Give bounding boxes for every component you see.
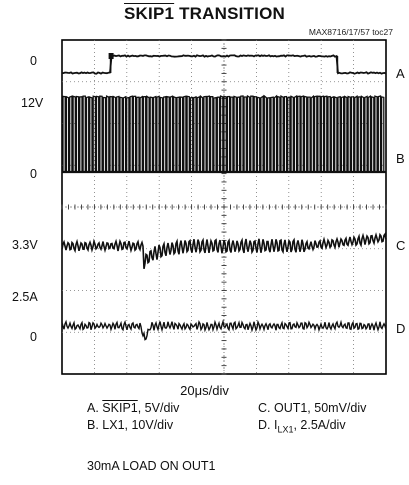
channel-label-b: B	[396, 151, 405, 166]
y-label-c-3v3: 3.3V	[12, 238, 38, 252]
load-note: 30mA LOAD ON OUT1	[87, 459, 216, 473]
trace-a-skip1	[61, 54, 387, 75]
trace-a-rise-marker	[108, 53, 114, 59]
y-label-b-zero: 0	[30, 167, 37, 181]
channel-label-a: A	[396, 66, 405, 81]
title-rest: TRANSITION	[174, 4, 285, 23]
trace-d-ilx1	[61, 319, 387, 341]
legend-d: D. ILX1, 2.5A/div	[258, 418, 346, 435]
figure-reference: MAX8716/17/57 toc27	[308, 27, 393, 37]
chart-title: SKIP1 TRANSITION	[0, 4, 409, 24]
legend-c: C. OUT1, 50mV/div	[258, 401, 367, 415]
y-label-b-12v: 12V	[21, 96, 44, 110]
y-label-d-2p5a: 2.5A	[12, 290, 38, 304]
title-skip1: SKIP1	[124, 4, 175, 23]
channel-label-c: C	[396, 238, 406, 253]
trace-c-out1	[61, 232, 387, 269]
y-label-a-zero: 0	[30, 54, 37, 68]
timebase-label: 20μs/div	[180, 383, 229, 398]
y-label-d-zero: 0	[30, 330, 37, 344]
trace-b-lx1	[62, 94, 385, 172]
legend-a: A. SKIP1, 5V/div	[87, 401, 180, 415]
channel-label-d: D	[396, 321, 406, 336]
legend-b: B. LX1, 10V/div	[87, 418, 174, 432]
legend-a-skip1: SKIP1	[102, 401, 138, 415]
